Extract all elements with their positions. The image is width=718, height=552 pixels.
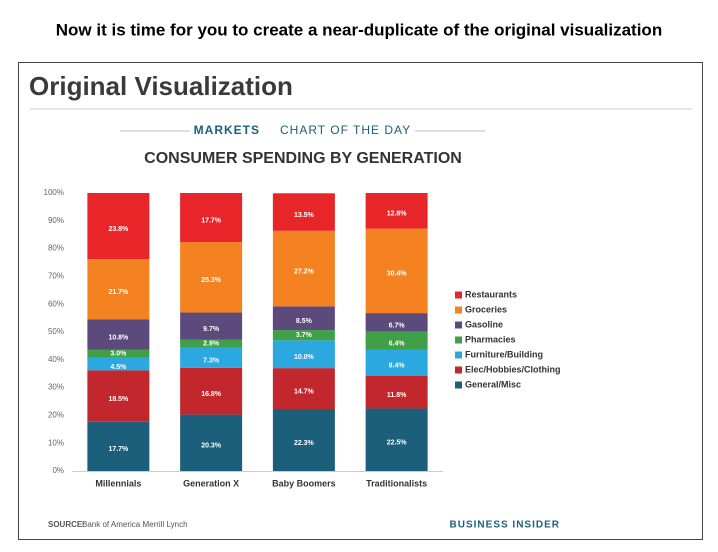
value-label: 23.8% [108, 226, 129, 233]
legend-label: Pharmacies [465, 334, 516, 344]
value-label: 8.5% [296, 318, 313, 325]
value-label: 6.7% [389, 322, 406, 329]
bar-segment [180, 312, 243, 340]
y-tick-label: 100% [44, 188, 64, 197]
bar-segment [87, 259, 150, 320]
value-label: 7.3% [203, 358, 220, 365]
value-label: 2.9% [203, 340, 220, 347]
legend-label: Groceries [465, 304, 507, 314]
y-tick-label: 80% [48, 244, 64, 253]
value-label: 3.7% [296, 332, 313, 339]
legend-swatch [455, 321, 462, 329]
bar-segment [87, 421, 150, 471]
chart-title: CONSUMER SPENDING BY GENERATION [144, 150, 462, 167]
y-tick-label: 10% [48, 438, 64, 447]
legend-swatch [455, 381, 462, 389]
value-label: 12.8% [387, 211, 408, 218]
bar-segment [180, 242, 243, 313]
bar-segment [272, 368, 335, 410]
source-label: SOURCE: [48, 520, 85, 529]
bar-segment [87, 349, 150, 358]
bar-segment [365, 331, 428, 350]
y-tick-label: 90% [48, 216, 64, 225]
legend-label: Gasoline [465, 319, 503, 329]
bar-segment [272, 193, 335, 231]
legend-swatch [455, 351, 462, 359]
bar-segment [272, 330, 335, 341]
bar-segment [272, 306, 335, 331]
value-label: 4.5% [110, 364, 127, 371]
legend-label: Furniture/Building [465, 349, 543, 359]
bar-segment [87, 193, 150, 260]
value-label: 30.4% [387, 271, 408, 278]
publisher: BUSINESS INSIDER [450, 520, 560, 531]
legend-swatch [455, 306, 462, 314]
source: Bank of America Merrill Lynch [82, 520, 188, 529]
legend-swatch [455, 291, 462, 299]
x-tick-label: Millennials [95, 478, 141, 488]
value-label: 16.8% [201, 391, 222, 398]
value-label: 27.2% [294, 268, 315, 275]
value-label: 21.7% [108, 289, 129, 296]
value-label: 11.8% [387, 392, 407, 399]
value-label: 6.4% [389, 340, 406, 347]
value-label: 14.7% [294, 388, 315, 395]
y-tick-label: 30% [48, 383, 64, 392]
value-label: 20.3% [201, 443, 222, 450]
bar-segment [272, 230, 335, 307]
value-label: 22.5% [387, 440, 408, 447]
value-label: 17.7% [201, 217, 222, 224]
value-label: 13.5% [294, 212, 315, 219]
y-tick-label: 0% [52, 466, 64, 475]
bar-segment [365, 375, 428, 409]
y-tick-label: 20% [48, 411, 64, 420]
bar-segment [180, 367, 243, 415]
brand: MARKETS [194, 123, 260, 137]
y-tick-label: 70% [48, 272, 64, 281]
panel-title: Original Visualization [29, 71, 293, 101]
y-tick-label: 50% [48, 327, 64, 336]
bar-segment [365, 193, 428, 229]
bar-segment [272, 409, 335, 471]
bar-segment [180, 414, 243, 471]
legend-label: Restaurants [465, 289, 517, 299]
value-label: 25.3% [201, 277, 222, 284]
value-label: 22.3% [294, 440, 315, 447]
legend-label: Elec/Hobbies/Clothing [465, 364, 561, 374]
value-label: 9.7% [203, 326, 220, 333]
x-tick-label: Generation X [183, 478, 239, 488]
legend-label: General/Misc [465, 379, 521, 389]
bar-segment [365, 228, 428, 314]
subtitle: CHART OF THE DAY [280, 123, 411, 137]
value-label: 18.5% [108, 396, 129, 403]
value-label: 10.0% [294, 354, 315, 361]
y-tick-label: 40% [48, 355, 64, 364]
legend-swatch [455, 366, 462, 374]
bar-segment [87, 319, 150, 350]
value-label: 9.4% [389, 362, 406, 369]
bar-segment [365, 408, 428, 471]
bar-segment [180, 193, 243, 243]
bar-segment [87, 357, 150, 371]
value-label: 3.0% [110, 351, 127, 358]
bar-segment [87, 370, 150, 422]
x-tick-label: Traditionalists [366, 478, 427, 488]
value-label: 10.8% [108, 334, 129, 341]
bar-segment [180, 347, 243, 368]
y-tick-label: 60% [48, 299, 64, 308]
value-label: 17.7% [108, 446, 129, 453]
bar-segment [365, 349, 428, 376]
heading: Now it is time for you to create a near-… [56, 20, 662, 39]
legend-swatch [455, 336, 462, 344]
bar-segment [180, 339, 243, 348]
x-tick-label: Baby Boomers [272, 478, 336, 488]
bar-segment [365, 313, 428, 332]
bar-segment [272, 340, 335, 369]
